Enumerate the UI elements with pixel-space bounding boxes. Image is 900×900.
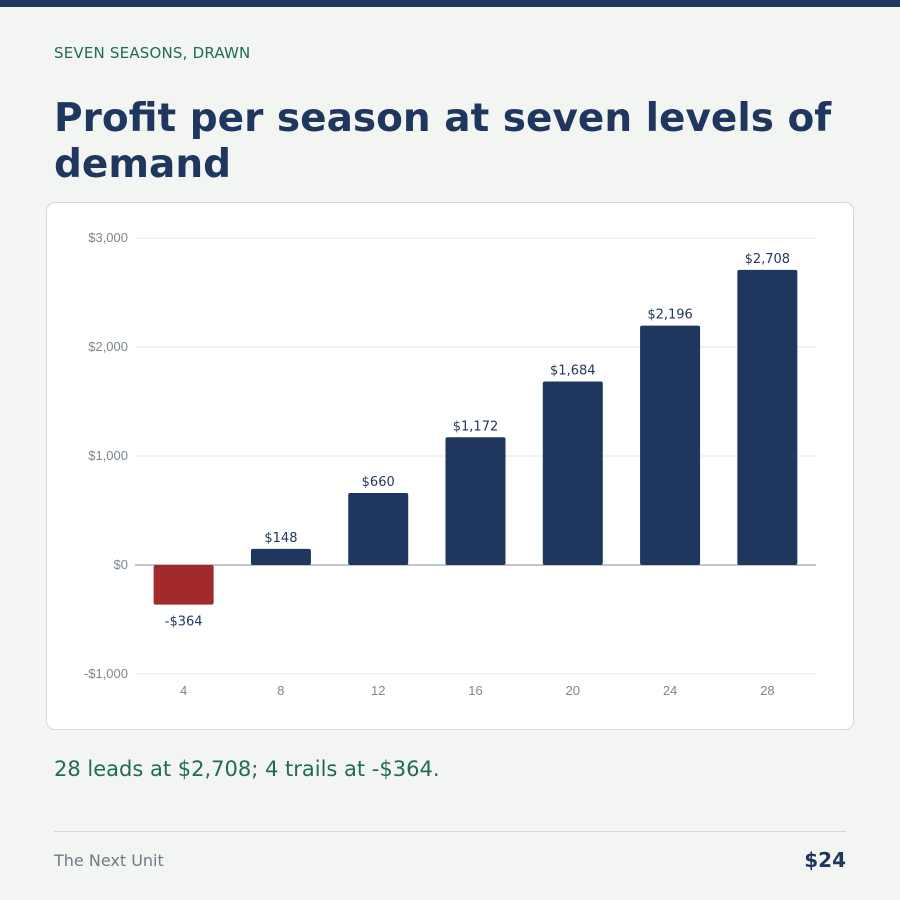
data-label: $660 (362, 475, 395, 490)
bar (737, 269, 798, 565)
data-label: $1,172 (453, 419, 499, 434)
y-tick-label: $1,000 (88, 448, 128, 463)
bar (348, 493, 409, 565)
bar (542, 381, 603, 565)
x-tick-label: 28 (760, 683, 774, 698)
footer-divider (54, 831, 846, 832)
bar (445, 437, 506, 565)
kicker: SEVEN SEASONS, DRAWN (54, 44, 251, 62)
bar (153, 565, 214, 605)
data-label: $1,684 (550, 363, 596, 378)
data-label: -$364 (165, 615, 203, 630)
x-tick-label: 4 (180, 683, 187, 698)
x-tick-label: 12 (371, 683, 385, 698)
footer-brand: The Next Unit (54, 851, 164, 870)
x-tick-label: 8 (277, 683, 284, 698)
page-title: Profit per season at seven levels of dem… (54, 96, 832, 187)
y-tick-label: $2,000 (88, 339, 128, 354)
y-tick-label: $0 (114, 557, 128, 572)
y-tick-label: -$1,000 (84, 666, 128, 681)
bar (640, 325, 701, 565)
data-label: $2,708 (745, 252, 791, 267)
bar (250, 548, 311, 565)
x-tick-label: 20 (566, 683, 580, 698)
bar-chart: -$1,000 $0 $1,000 $2,000 $3,000 -$364 4 $148 8 $6… (84, 230, 816, 698)
x-tick-label: 16 (468, 683, 482, 698)
top-accent-bar (0, 0, 900, 7)
data-label: $148 (264, 531, 297, 546)
takeaway-text: 28 leads at $2,708; 4 trails at -$364. (54, 757, 440, 781)
data-label: $2,196 (647, 308, 693, 323)
y-tick-label: $3,000 (88, 230, 128, 245)
chart-card: -$1,000 $0 $1,000 $2,000 $3,000 -$364 4 $148 8 $6… (46, 202, 854, 730)
footer-price: $24 (804, 848, 846, 872)
x-tick-label: 24 (663, 683, 677, 698)
